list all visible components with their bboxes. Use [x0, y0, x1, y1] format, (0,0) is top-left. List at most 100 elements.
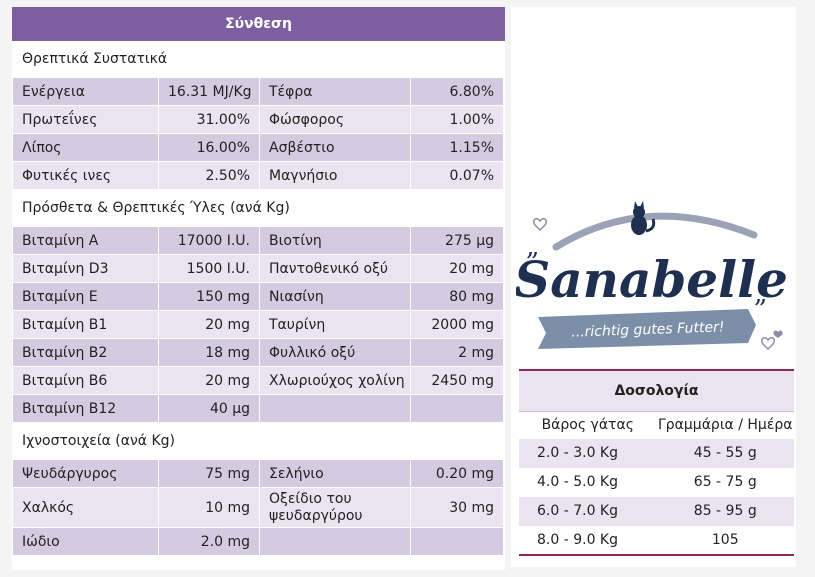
cat-icon — [631, 201, 656, 235]
side-panel: „ „ Sanabelle ...richtig gutes Futter! Δ… — [511, 7, 796, 567]
quote-close-icon: „ — [754, 279, 767, 309]
trace-value: 75 mg — [158, 459, 260, 488]
nutrient-value: 1.15% — [410, 133, 504, 162]
composition-title: Σύνθεση — [12, 7, 505, 41]
nutrient-name: Μαγνήσιο — [259, 161, 411, 190]
nutrient-name: Τέφρα — [259, 77, 411, 106]
additive-name — [259, 394, 411, 423]
trace-value: 30 mg — [410, 487, 504, 528]
dosage-header-row: Βάρος γάτας Γραμμάρια / Ημέρα — [519, 411, 794, 439]
additive-name: Χλωριούχος χολίνη — [259, 366, 411, 395]
table-row: Φυτικές ινες 2.50% Μαγνήσιο 0.07% — [12, 161, 504, 190]
additive-name: Βιταμίνη B6 — [12, 366, 159, 395]
table-row: Βιταμίνη B6 20 mg Χλωριούχος χολίνη 2450… — [12, 366, 504, 395]
table-row: Βιταμίνη B12 40 μg — [12, 394, 504, 423]
trace-value: 2.0 mg — [158, 527, 260, 556]
trace-name: Οξείδιο του ψευδαργύρου — [259, 487, 411, 528]
table-row: 6.0 - 7.0 Kg 85 - 95 g — [519, 496, 794, 526]
additive-name: Νιασίνη — [259, 282, 411, 311]
table-row: Ενέργεια 16.31 MJ/Kg Τέφρα 6.80% — [12, 77, 504, 106]
sanabelle-logo: „ „ Sanabelle ...richtig gutes Futter! — [516, 201, 788, 351]
additive-value: 17000 I.U. — [158, 226, 260, 255]
table-row: Ιώδιο 2.0 mg — [12, 527, 504, 556]
additive-value: 150 mg — [158, 282, 260, 311]
additive-name: Βιταμίνη A — [12, 226, 159, 255]
nutrient-name: Ασβέστιο — [259, 133, 411, 162]
table-row: Ψευδάργυρος 75 mg Σελήνιο 0.20 mg — [12, 459, 504, 488]
section-title-nutrients: Θρεπτικά Συστατικά — [22, 51, 168, 67]
logo-tagline: ...richtig gutes Futter! — [571, 319, 725, 340]
table-row: Χαλκός 10 mg Οξείδιο του ψευδαργύρου 30 … — [12, 487, 504, 528]
logo-ribbon — [538, 309, 756, 349]
nutrient-name: Πρωτεΐνες — [12, 105, 159, 134]
trace-name: Χαλκός — [12, 487, 159, 528]
heart-icon — [760, 337, 776, 351]
nutrient-value: 16.31 MJ/Kg — [158, 77, 260, 106]
additive-name: Βιταμίνη B12 — [12, 394, 159, 423]
section-title-additives: Πρόσθετα & Θρεπτικές Ύλες (ανά Kg) — [22, 200, 290, 216]
table-row: Βιταμίνη E 150 mg Νιασίνη 80 mg — [12, 282, 504, 311]
additive-value: 2 mg — [410, 338, 504, 367]
table-row: Βιταμίνη B2 18 mg Φυλλικό οξύ 2 mg — [12, 338, 504, 367]
table-row: 4.0 - 5.0 Kg 65 - 75 g — [519, 467, 794, 497]
trace-name: Σελήνιο — [259, 459, 411, 488]
additive-name: Παντοθενικό οξύ — [259, 254, 411, 283]
logo-brand: Sanabelle — [516, 250, 788, 309]
dosage-table: Βάρος γάτας Γραμμάρια / Ημέρα 2.0 - 3.0 … — [519, 411, 794, 556]
additive-value: 40 μg — [158, 394, 260, 423]
table-row: Πρωτεΐνες 31.00% Φώσφορος 1.00% — [12, 105, 504, 134]
dosage-grams: 65 - 75 g — [656, 467, 794, 497]
table-row: Βιταμίνη B1 20 mg Ταυρίνη 2000 mg — [12, 310, 504, 339]
additive-value: 2000 mg — [410, 310, 504, 339]
additive-value: 2450 mg — [410, 366, 504, 395]
nutrient-value: 0.07% — [410, 161, 504, 190]
section-title-trace-elements: Ιχνοστοιχεία (ανά Kg) — [22, 433, 175, 449]
trace-name — [259, 527, 411, 556]
table-row: 8.0 - 9.0 Kg 105 — [519, 525, 794, 556]
quote-open-icon: „ — [526, 232, 539, 262]
trace-name: Ψευδάργυρος — [12, 459, 159, 488]
dosage-title: Δοσολογία — [519, 369, 794, 411]
heart-icon — [532, 218, 548, 232]
dosage-header-grams: Γραμμάρια / Ημέρα — [656, 411, 794, 439]
heart-icon — [773, 330, 783, 338]
dosage-weight: 4.0 - 5.0 Kg — [519, 467, 657, 497]
composition-panel: Σύνθεση Θρεπτικά Συστατικά Ενέργεια 16.3… — [12, 7, 505, 570]
nutrient-name: Φυτικές ινες — [12, 161, 159, 190]
trace-value — [410, 527, 504, 556]
nutrient-name: Λίπος — [12, 133, 159, 162]
additive-name: Ταυρίνη — [259, 310, 411, 339]
table-row: Βιταμίνη A 17000 I.U. Βιοτίνη 275 μg — [12, 226, 504, 255]
table-row: Λίπος 16.00% Ασβέστιο 1.15% — [12, 133, 504, 162]
logo-arc — [552, 212, 758, 251]
table-row: Βιταμίνη D3 1500 I.U. Παντοθενικό οξύ 20… — [12, 254, 504, 283]
trace-value: 10 mg — [158, 487, 260, 528]
dosage-grams: 85 - 95 g — [656, 496, 794, 526]
additive-value — [410, 394, 504, 423]
nutrient-name: Φώσφορος — [259, 105, 411, 134]
additives-table: Βιταμίνη A 17000 I.U. Βιοτίνη 275 μg Βιτ… — [12, 226, 504, 423]
additive-name: Βιταμίνη E — [12, 282, 159, 311]
dosage-weight: 2.0 - 3.0 Kg — [519, 438, 657, 468]
trace-value: 0.20 mg — [410, 459, 504, 488]
dosage-header-weight: Βάρος γάτας — [519, 411, 657, 439]
additive-value: 1500 I.U. — [158, 254, 260, 283]
additive-value: 18 mg — [158, 338, 260, 367]
nutrients-table: Ενέργεια 16.31 MJ/Kg Τέφρα 6.80% Πρωτεΐν… — [12, 77, 504, 190]
nutrient-value: 6.80% — [410, 77, 504, 106]
nutrient-name: Ενέργεια — [12, 77, 159, 106]
trace-name: Ιώδιο — [12, 527, 159, 556]
additive-name: Βιταμίνη B2 — [12, 338, 159, 367]
dosage-panel: Δοσολογία Βάρος γάτας Γραμμάρια / Ημέρα … — [519, 369, 794, 556]
nutrient-value: 2.50% — [158, 161, 260, 190]
additive-name: Φυλλικό οξύ — [259, 338, 411, 367]
additive-name: Βιοτίνη — [259, 226, 411, 255]
dosage-grams: 105 — [656, 525, 794, 556]
additive-value: 20 mg — [410, 254, 504, 283]
nutrient-value: 16.00% — [158, 133, 260, 162]
nutrient-value: 1.00% — [410, 105, 504, 134]
dosage-weight: 8.0 - 9.0 Kg — [519, 525, 657, 556]
additive-value: 20 mg — [158, 310, 260, 339]
table-row: 2.0 - 3.0 Kg 45 - 55 g — [519, 438, 794, 468]
dosage-grams: 45 - 55 g — [656, 438, 794, 468]
